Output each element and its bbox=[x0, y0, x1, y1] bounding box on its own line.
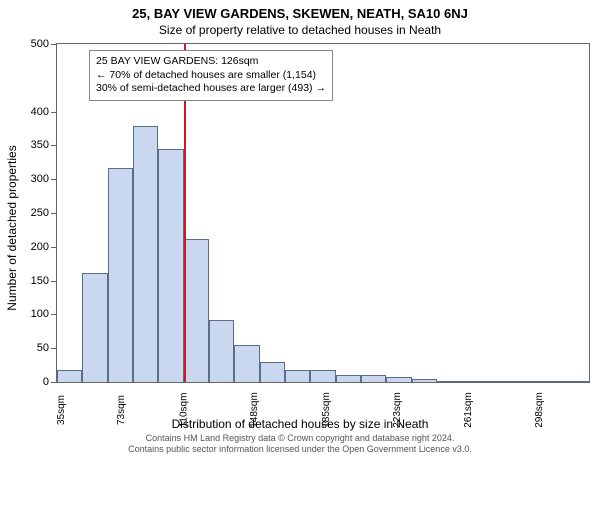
y-tick-label: 100 bbox=[31, 308, 57, 320]
y-tick-label: 150 bbox=[31, 275, 57, 287]
annotation-line: 25 BAY VIEW GARDENS: 126sqm bbox=[96, 55, 326, 69]
chart-area: Number of detached properties 25 BAY VIE… bbox=[56, 43, 590, 413]
histogram-bar bbox=[285, 370, 310, 382]
y-tick-label: 200 bbox=[31, 241, 57, 253]
plot-area: 25 BAY VIEW GARDENS: 126sqm ← 70% of det… bbox=[56, 43, 590, 383]
footer: Contains HM Land Registry data © Crown c… bbox=[0, 433, 600, 456]
x-axis-labels: 35sqm54sqm73sqm91sqm110sqm129sqm148sqm16… bbox=[56, 383, 590, 413]
annotation-line: ← 70% of detached houses are smaller (1,… bbox=[96, 69, 326, 83]
histogram-bar bbox=[564, 381, 589, 382]
footer-line: Contains HM Land Registry data © Crown c… bbox=[0, 433, 600, 444]
annotation-line: 30% of semi-detached houses are larger (… bbox=[96, 82, 326, 96]
histogram-bar bbox=[184, 239, 209, 382]
x-tick-label: 185sqm bbox=[320, 392, 350, 428]
histogram-bar bbox=[488, 381, 513, 382]
y-tick-label: 250 bbox=[31, 207, 57, 219]
histogram-bar bbox=[513, 381, 538, 382]
histogram-bar bbox=[57, 370, 82, 382]
histogram-bar bbox=[260, 362, 285, 382]
y-tick-label: 500 bbox=[31, 38, 57, 50]
subtitle: Size of property relative to detached ho… bbox=[0, 23, 600, 37]
histogram-bar bbox=[412, 379, 437, 382]
y-tick-label: 300 bbox=[31, 173, 57, 185]
x-tick-label: 148sqm bbox=[249, 392, 279, 428]
histogram-bar bbox=[133, 126, 158, 382]
y-tick-label: 400 bbox=[31, 106, 57, 118]
y-tick-label: 50 bbox=[37, 342, 57, 354]
footer-line: Contains public sector information licen… bbox=[0, 444, 600, 455]
histogram-bar bbox=[82, 273, 107, 383]
histogram-bar bbox=[437, 381, 462, 382]
y-axis-label: Number of detached properties bbox=[5, 145, 19, 310]
x-axis-title: Distribution of detached houses by size … bbox=[0, 417, 600, 431]
histogram-bar bbox=[386, 377, 411, 382]
x-tick-label: 35sqm bbox=[56, 395, 86, 425]
annotation-box: 25 BAY VIEW GARDENS: 126sqm ← 70% of det… bbox=[89, 50, 333, 101]
y-tick-label: 350 bbox=[31, 139, 57, 151]
page-title: 25, BAY VIEW GARDENS, SKEWEN, NEATH, SA1… bbox=[0, 6, 600, 21]
histogram-bar bbox=[361, 375, 386, 382]
x-tick-label: 73sqm bbox=[116, 395, 146, 425]
x-tick-label: 110sqm bbox=[178, 393, 208, 428]
histogram-bar bbox=[538, 381, 563, 382]
histogram-bar bbox=[234, 345, 259, 382]
y-tick-label: 0 bbox=[43, 376, 57, 388]
x-tick-label: 223sqm bbox=[392, 392, 422, 428]
x-tick-label: 298sqm bbox=[534, 392, 564, 428]
histogram-bar bbox=[310, 370, 335, 382]
x-tick-label: 261sqm bbox=[463, 392, 493, 428]
histogram-bar bbox=[108, 168, 133, 382]
histogram-bar bbox=[336, 375, 361, 382]
histogram-bar bbox=[462, 381, 487, 382]
histogram-bar bbox=[209, 320, 234, 382]
histogram-bar bbox=[158, 149, 183, 382]
